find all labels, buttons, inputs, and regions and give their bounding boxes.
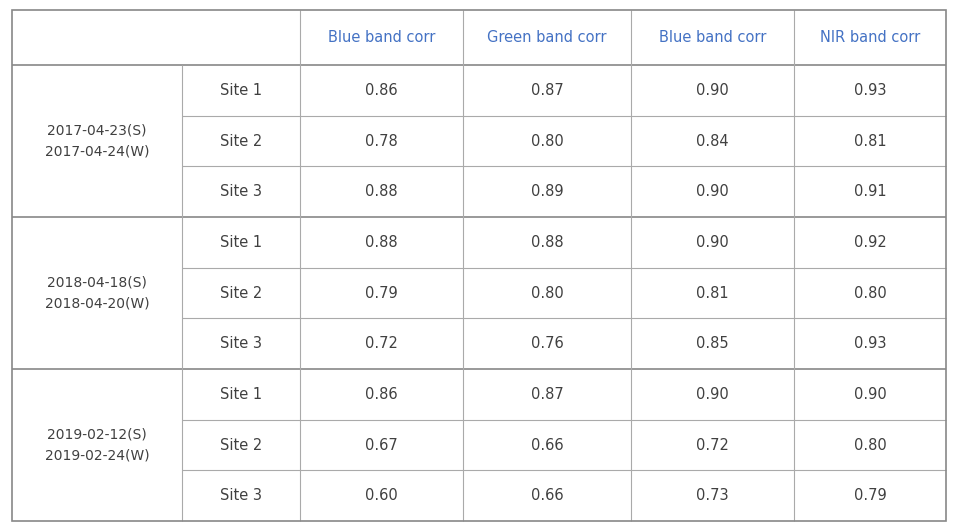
- Text: 0.72: 0.72: [365, 336, 398, 351]
- Text: 0.81: 0.81: [854, 133, 886, 149]
- Text: Blue band corr: Blue band corr: [328, 30, 435, 45]
- Text: 0.79: 0.79: [854, 488, 886, 503]
- Text: 0.80: 0.80: [854, 438, 886, 452]
- Text: 0.86: 0.86: [365, 387, 398, 402]
- Text: Site 3: Site 3: [220, 184, 262, 199]
- Text: Site 2: Site 2: [220, 286, 262, 301]
- Text: 0.80: 0.80: [531, 286, 563, 301]
- Text: 0.87: 0.87: [531, 83, 563, 98]
- Text: 0.60: 0.60: [365, 488, 398, 503]
- Text: 0.86: 0.86: [365, 83, 398, 98]
- Text: 0.73: 0.73: [696, 488, 729, 503]
- Text: 0.78: 0.78: [365, 133, 398, 149]
- Text: Site 1: Site 1: [220, 387, 262, 402]
- Text: 0.80: 0.80: [531, 133, 563, 149]
- Text: Site 3: Site 3: [220, 336, 262, 351]
- Text: 0.79: 0.79: [365, 286, 398, 301]
- Text: 2019-02-12(S)
2019-02-24(W): 2019-02-12(S) 2019-02-24(W): [45, 427, 149, 463]
- Text: 0.66: 0.66: [531, 438, 563, 452]
- Text: 0.90: 0.90: [854, 387, 886, 402]
- Text: 0.90: 0.90: [696, 184, 729, 199]
- Text: 0.90: 0.90: [696, 83, 729, 98]
- Text: 0.90: 0.90: [696, 387, 729, 402]
- Text: 0.91: 0.91: [854, 184, 886, 199]
- Text: Blue band corr: Blue band corr: [659, 30, 766, 45]
- Text: Site 1: Site 1: [220, 83, 262, 98]
- Text: NIR band corr: NIR band corr: [820, 30, 920, 45]
- Text: Site 2: Site 2: [220, 438, 262, 452]
- Text: 0.84: 0.84: [696, 133, 729, 149]
- Text: 2017-04-23(S)
2017-04-24(W): 2017-04-23(S) 2017-04-24(W): [45, 124, 149, 158]
- Text: 0.76: 0.76: [531, 336, 563, 351]
- Text: 0.93: 0.93: [854, 336, 886, 351]
- Text: 0.88: 0.88: [365, 184, 398, 199]
- Text: 0.67: 0.67: [365, 438, 398, 452]
- Text: 0.92: 0.92: [854, 235, 886, 250]
- Text: 0.88: 0.88: [365, 235, 398, 250]
- Text: 0.80: 0.80: [854, 286, 886, 301]
- Text: 0.90: 0.90: [696, 235, 729, 250]
- Text: 0.87: 0.87: [531, 387, 563, 402]
- Text: Green band corr: Green band corr: [488, 30, 606, 45]
- Text: 0.85: 0.85: [696, 336, 729, 351]
- Text: Site 1: Site 1: [220, 235, 262, 250]
- Text: 2018-04-18(S)
2018-04-20(W): 2018-04-18(S) 2018-04-20(W): [45, 276, 149, 310]
- Text: 0.89: 0.89: [531, 184, 563, 199]
- Text: 0.88: 0.88: [531, 235, 563, 250]
- Text: Site 2: Site 2: [220, 133, 262, 149]
- Text: 0.72: 0.72: [696, 438, 729, 452]
- Text: Site 3: Site 3: [220, 488, 262, 503]
- Text: 0.66: 0.66: [531, 488, 563, 503]
- Text: 0.81: 0.81: [696, 286, 729, 301]
- Text: 0.93: 0.93: [854, 83, 886, 98]
